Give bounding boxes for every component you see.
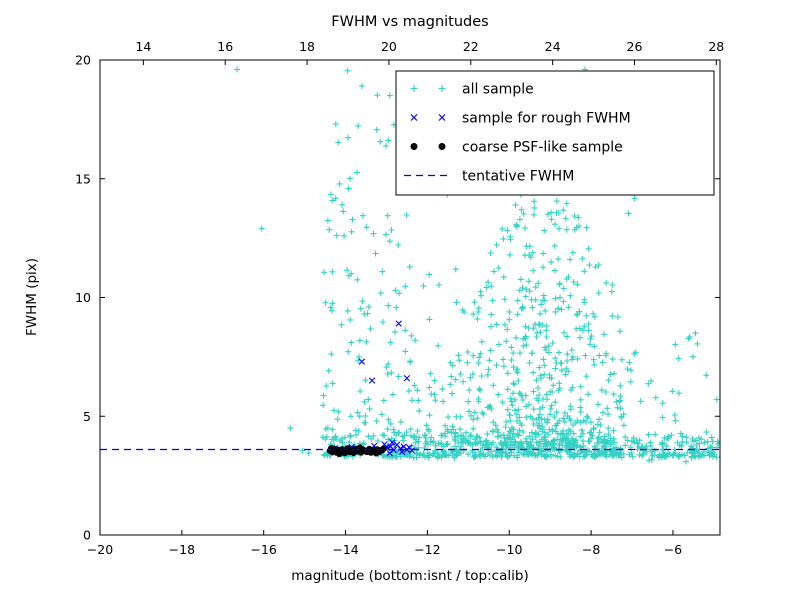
tick-label-left: 10 [75, 290, 91, 305]
legend-plus-marker [410, 85, 418, 92]
axis-ticks: −20 −18 −16 −14 −12 −10 −8 −6 14 16 18 20 22 24 26 28 0 5… [75, 39, 724, 557]
legend-x-marker [438, 114, 446, 121]
tick-label-bottom: −6 [664, 542, 682, 557]
tick-label-bottom: −20 [87, 542, 113, 557]
psf-sample-dot [380, 445, 387, 453]
legend-dot-marker [410, 143, 418, 150]
tick-label-top: 14 [135, 39, 151, 54]
tick-label-bottom: −8 [582, 542, 600, 557]
tick-label-top: 24 [545, 39, 561, 54]
legend-label: tentative FWHM [462, 169, 574, 185]
y-axis-label: FWHM (pix) [24, 258, 40, 336]
tick-label-bottom: −16 [251, 542, 277, 557]
x-axis-label: magnitude (bottom:isnt / top:calib) [291, 568, 528, 584]
tick-label-top: 16 [217, 39, 233, 54]
legend-label: all sample [462, 82, 534, 98]
legend: all sample sample for rough FWHM coarse PS… [395, 70, 715, 196]
plot-frame [99, 59, 721, 536]
tick-label-top: 22 [463, 39, 479, 54]
legend-dot-marker [438, 143, 446, 150]
tick-label-top: 18 [299, 39, 315, 54]
tick-label-left: 5 [83, 409, 91, 424]
tick-label-top: 26 [627, 39, 643, 54]
scatter-points [100, 66, 720, 465]
legend-x-marker [410, 114, 418, 121]
chart-title: FWHM vs magnitudes [331, 14, 488, 30]
legend-label: sample for rough FWHM [462, 111, 631, 127]
tick-label-left: 15 [75, 171, 91, 186]
legend-box [395, 70, 715, 196]
tick-label-top: 28 [708, 39, 724, 54]
legend-plus-marker [438, 85, 446, 92]
tick-label-top: 20 [381, 39, 397, 54]
tick-label-bottom: −18 [169, 542, 195, 557]
tick-label-left: 0 [83, 528, 91, 543]
tick-label-bottom: −14 [332, 542, 358, 557]
all-sample-markers [234, 66, 720, 465]
legend-label: coarse PSF-like sample [462, 140, 623, 156]
tick-label-bottom: −12 [414, 542, 440, 557]
tick-label-left: 20 [75, 53, 91, 68]
tick-label-bottom: −10 [496, 542, 522, 557]
